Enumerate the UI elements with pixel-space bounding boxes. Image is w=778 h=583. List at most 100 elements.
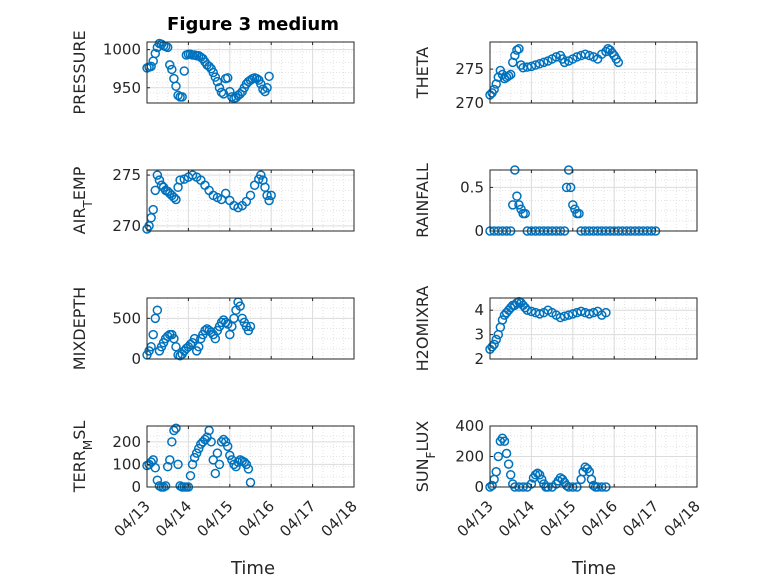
data-point xyxy=(559,311,570,322)
y-tick-label: 3 xyxy=(474,326,484,344)
data-point xyxy=(563,310,574,320)
data-point xyxy=(227,92,237,102)
axes-frame xyxy=(146,41,355,104)
data-point xyxy=(262,190,272,201)
subplot-5: 0 500 MIXDEPTH xyxy=(70,287,355,370)
data-point xyxy=(225,450,235,461)
data-point xyxy=(152,305,163,315)
data-point xyxy=(200,434,210,445)
data-point xyxy=(212,448,223,458)
axes-frame xyxy=(146,425,355,488)
data-point xyxy=(501,448,512,459)
y-tick-label: 100 xyxy=(112,455,141,473)
data-point xyxy=(499,436,510,446)
x-tick-label: 04/18 xyxy=(661,497,704,540)
data-point xyxy=(245,190,256,201)
data-point xyxy=(239,457,250,467)
data-point xyxy=(526,479,537,489)
subplot-1: 950 1000 PRESSURE xyxy=(70,30,355,115)
data-point xyxy=(526,61,537,72)
data-point xyxy=(210,72,221,82)
data-point xyxy=(503,459,514,469)
data-point xyxy=(216,437,227,447)
data-point xyxy=(162,331,173,341)
data-point xyxy=(514,200,524,210)
data-point xyxy=(576,306,586,317)
y-axis-label: AIRTEMP xyxy=(70,166,95,234)
data-point xyxy=(586,474,597,485)
data-point xyxy=(167,437,177,447)
data-point xyxy=(491,334,501,345)
axes-frame xyxy=(489,297,698,360)
y-tick-label: 270 xyxy=(112,217,141,235)
data-point xyxy=(231,461,241,472)
data-point xyxy=(191,448,202,458)
y-tick-label: 0.5 xyxy=(460,178,484,196)
data-point xyxy=(216,317,227,328)
data-point xyxy=(218,434,229,445)
data-point xyxy=(150,48,161,59)
y-tick-label: 270 xyxy=(455,94,484,112)
data-point xyxy=(508,200,518,210)
y-tick-label: 0 xyxy=(131,350,141,368)
data-point xyxy=(220,437,231,447)
data-point xyxy=(165,60,175,70)
axes-frame xyxy=(146,297,355,360)
y-axis-label: MIXDEPTH xyxy=(70,287,89,370)
x-tick-label: 04/16 xyxy=(578,497,621,540)
y-tick-label: 950 xyxy=(112,79,141,97)
data-point xyxy=(555,312,566,323)
y-axis-label: SUNFLUX xyxy=(413,421,438,493)
data-point xyxy=(173,90,183,101)
data-point xyxy=(516,60,526,70)
data-point xyxy=(152,475,163,485)
x-tick-label: 04/13 xyxy=(454,497,497,540)
data-point xyxy=(162,42,173,53)
data-point xyxy=(220,188,231,199)
data-point xyxy=(171,81,181,91)
data-point xyxy=(497,315,508,325)
x-tick-label: 04/15 xyxy=(193,497,236,540)
x-tick-label: 04/15 xyxy=(536,497,579,540)
data-point xyxy=(514,44,524,54)
data-point xyxy=(165,455,175,465)
x-tick-label: 04/17 xyxy=(619,497,662,540)
subplot-6: 2 3 4 H2OMIXRA xyxy=(413,286,698,372)
data-point xyxy=(189,452,200,463)
axes-frame xyxy=(146,169,355,232)
data-point xyxy=(530,470,541,480)
data-point xyxy=(601,307,611,318)
data-point xyxy=(169,192,179,203)
y-tick-label: 275 xyxy=(455,60,484,78)
data-point xyxy=(177,92,187,102)
data-point xyxy=(491,467,501,477)
data-point xyxy=(539,57,549,68)
data-point xyxy=(175,175,185,185)
x-axis-label-right: Time xyxy=(571,558,616,579)
y-tick-label: 4 xyxy=(474,301,484,319)
data-point xyxy=(204,425,214,436)
data-point xyxy=(206,327,216,337)
data-point xyxy=(537,474,547,485)
data-point xyxy=(580,49,590,59)
data-point xyxy=(208,67,218,78)
x-axis-label-left: Time xyxy=(230,558,275,579)
data-point xyxy=(210,468,221,479)
data-point xyxy=(568,309,578,319)
data-point xyxy=(173,459,183,470)
data-point xyxy=(218,89,229,99)
data-point xyxy=(493,451,504,462)
data-point xyxy=(534,58,545,69)
y-tick-label: 275 xyxy=(112,166,141,184)
data-point xyxy=(256,170,266,180)
y-axis-label: H2OMIXRA xyxy=(413,286,432,372)
data-point xyxy=(245,321,256,332)
y-axis-label: THETA xyxy=(413,47,432,99)
data-point xyxy=(266,190,276,201)
data-point xyxy=(154,175,165,185)
data-point xyxy=(503,71,514,81)
data-point xyxy=(179,66,190,76)
data-point xyxy=(206,437,216,447)
